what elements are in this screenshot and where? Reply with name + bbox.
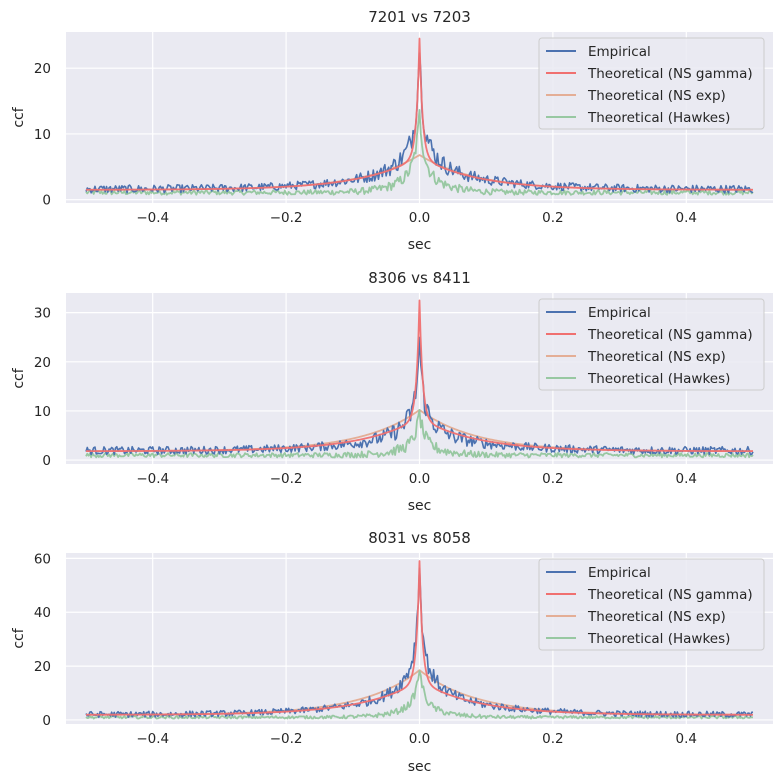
legend-label: Theoretical (NS exp) bbox=[587, 349, 726, 365]
x-tick-label: 0.2 bbox=[542, 471, 563, 487]
legend-label: Theoretical (NS gamma) bbox=[587, 587, 753, 603]
chart-panel-2: −0.4 −0.2 0.0 0.2 0.4 0 10 20 30 8306 vs 8411 sec c… bbox=[11, 269, 773, 514]
series-line-hawkes bbox=[85, 670, 754, 720]
y-tick-label: 30 bbox=[34, 306, 51, 322]
legend-box bbox=[538, 298, 765, 391]
chart-panel-3: −0.4 −0.2 0.0 0.2 0.4 0 20 40 60 8031 vs 8058 sec c… bbox=[11, 529, 773, 775]
chart-title: 8306 vs 8411 bbox=[368, 269, 471, 287]
legend-label: Theoretical (NS gamma) bbox=[587, 327, 753, 343]
legend-label: Empirical bbox=[588, 44, 651, 60]
series-line-hawkes bbox=[85, 408, 754, 459]
y-tick-label: 60 bbox=[34, 551, 51, 567]
x-tick-label: 0.4 bbox=[676, 210, 697, 226]
y-tick-label: 10 bbox=[34, 404, 51, 420]
legend-label: Theoretical (NS exp) bbox=[587, 88, 726, 104]
y-tick-label: 20 bbox=[34, 659, 51, 675]
legend-label: Empirical bbox=[588, 305, 651, 321]
y-tick-label: 0 bbox=[42, 453, 51, 469]
y-axis-label: ccf bbox=[11, 627, 27, 648]
series-line-gamma bbox=[86, 560, 753, 716]
legend-label: Empirical bbox=[588, 565, 651, 581]
x-tick-label: 0.2 bbox=[542, 731, 563, 747]
legend-label: Theoretical (NS gamma) bbox=[587, 66, 753, 82]
legend: Empirical Theoretical (NS gamma) Theoretic… bbox=[538, 298, 765, 391]
legend-label: Theoretical (NS exp) bbox=[587, 609, 726, 625]
y-axis-label: ccf bbox=[11, 106, 27, 127]
y-tick-label: 20 bbox=[34, 355, 51, 371]
legend-label: Theoretical (Hawkes) bbox=[587, 371, 730, 387]
legend-label: Theoretical (Hawkes) bbox=[587, 110, 730, 126]
y-tick-label: 40 bbox=[34, 605, 51, 621]
y-tick-label: 10 bbox=[34, 127, 51, 143]
chart-title: 8031 vs 8058 bbox=[368, 529, 471, 547]
x-axis-label: sec bbox=[408, 759, 432, 775]
legend-label: Theoretical (Hawkes) bbox=[587, 631, 730, 647]
legend: Empirical Theoretical (NS gamma) Theoretic… bbox=[538, 37, 765, 130]
y-tick-label: 0 bbox=[42, 713, 51, 729]
x-tick-label: −0.4 bbox=[136, 731, 169, 747]
x-tick-label: −0.2 bbox=[270, 731, 303, 747]
legend-box bbox=[538, 558, 765, 651]
x-axis-label: sec bbox=[408, 498, 432, 514]
x-tick-label: 0.0 bbox=[409, 471, 430, 487]
x-tick-label: 0.0 bbox=[409, 731, 430, 747]
x-tick-label: 0.2 bbox=[542, 210, 563, 226]
series-line-gamma bbox=[86, 37, 753, 191]
x-axis-label: sec bbox=[408, 237, 432, 253]
x-tick-label: 0.4 bbox=[676, 731, 697, 747]
x-tick-label: 0.0 bbox=[409, 210, 430, 226]
x-tick-label: 0.4 bbox=[676, 471, 697, 487]
chart-panel-1: −0.4 −0.2 0.0 0.2 0.4 0 10 20 7201 vs 7203 sec ccf… bbox=[11, 8, 773, 253]
series-line-gamma bbox=[86, 299, 753, 453]
y-tick-label: 20 bbox=[34, 61, 51, 77]
chart-title: 7201 vs 7203 bbox=[368, 8, 471, 26]
legend: Empirical Theoretical (NS gamma) Theoretic… bbox=[538, 558, 765, 651]
y-tick-label: 0 bbox=[42, 193, 51, 209]
x-tick-label: −0.4 bbox=[136, 210, 169, 226]
x-tick-label: −0.2 bbox=[270, 210, 303, 226]
x-tick-label: −0.4 bbox=[136, 471, 169, 487]
y-axis-label: ccf bbox=[11, 367, 27, 388]
x-tick-label: −0.2 bbox=[270, 471, 303, 487]
legend-box bbox=[538, 37, 765, 130]
series-line-hawkes bbox=[85, 109, 754, 196]
